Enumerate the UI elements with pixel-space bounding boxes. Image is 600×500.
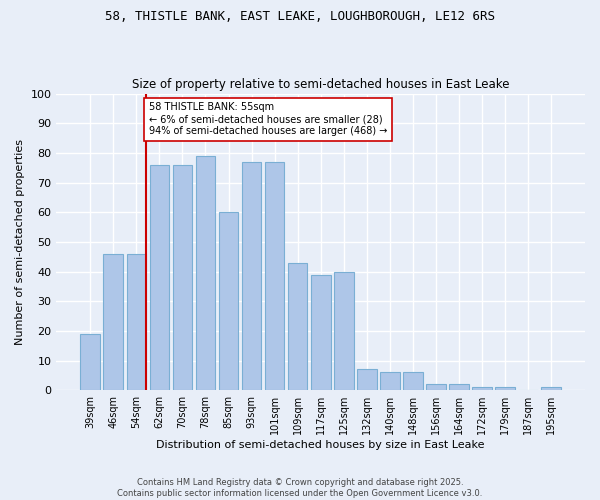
Text: 58, THISTLE BANK, EAST LEAKE, LOUGHBOROUGH, LE12 6RS: 58, THISTLE BANK, EAST LEAKE, LOUGHBOROU… [105, 10, 495, 23]
Bar [426, 384, 446, 390]
Bar [495, 387, 515, 390]
Bar [242, 162, 262, 390]
Bar [334, 272, 353, 390]
Bar [357, 370, 377, 390]
Bar [196, 156, 215, 390]
X-axis label: Distribution of semi-detached houses by size in East Leake: Distribution of semi-detached houses by … [157, 440, 485, 450]
Y-axis label: Number of semi-detached properties: Number of semi-detached properties [15, 139, 25, 345]
Bar [103, 254, 123, 390]
Bar [541, 387, 561, 390]
Bar [288, 262, 307, 390]
Bar [403, 372, 422, 390]
Bar [449, 384, 469, 390]
Bar [149, 165, 169, 390]
Bar [127, 254, 146, 390]
Bar [472, 387, 492, 390]
Bar [219, 212, 238, 390]
Title: Size of property relative to semi-detached houses in East Leake: Size of property relative to semi-detach… [132, 78, 509, 91]
Bar [80, 334, 100, 390]
Bar [311, 274, 331, 390]
Bar [173, 165, 192, 390]
Bar [265, 162, 284, 390]
Bar [380, 372, 400, 390]
Text: Contains HM Land Registry data © Crown copyright and database right 2025.
Contai: Contains HM Land Registry data © Crown c… [118, 478, 482, 498]
Text: 58 THISTLE BANK: 55sqm
← 6% of semi-detached houses are smaller (28)
94% of semi: 58 THISTLE BANK: 55sqm ← 6% of semi-deta… [149, 102, 388, 136]
